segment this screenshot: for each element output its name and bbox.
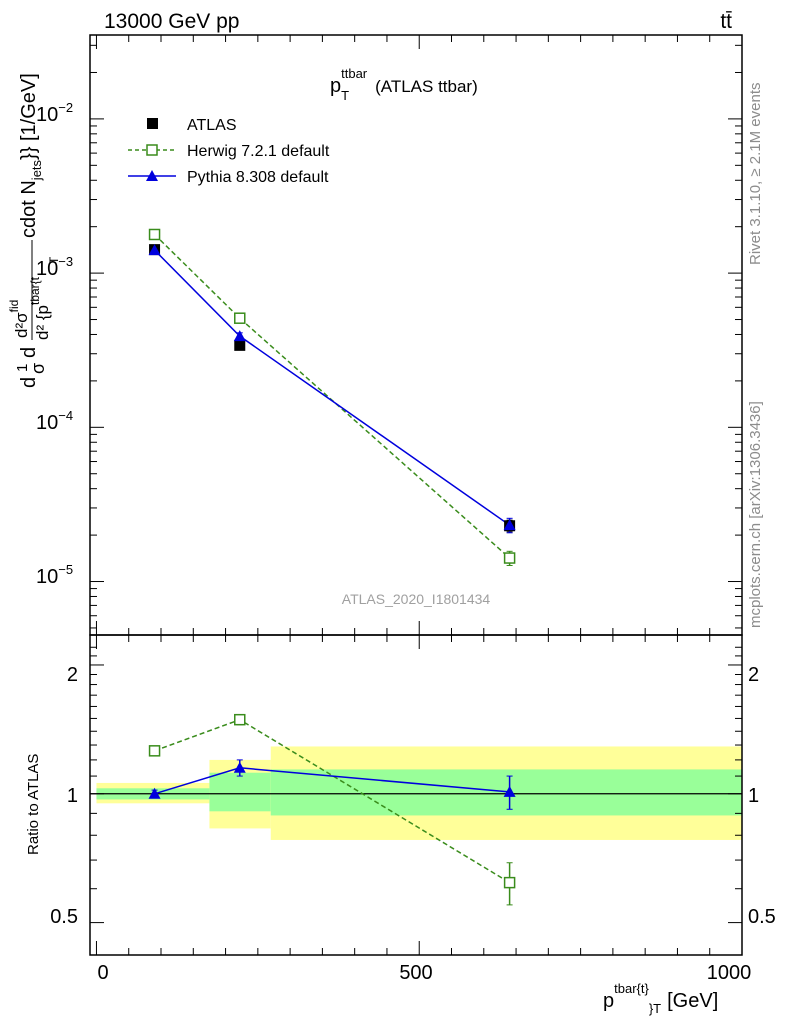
y-tick-label: 10−4 (36, 408, 73, 434)
plot-title: pttbar T (ATLAS ttbar) (330, 66, 478, 103)
ratio-ticks (90, 635, 743, 955)
main-panel: 10−5 10−4 10−3 10−2 pttbar T (ATLAS ttbar)… (7, 34, 743, 636)
legend-herwig-marker (146, 144, 158, 156)
data-point-pythia (233, 330, 246, 342)
legend: ATLAS Herwig 7.2.1 default Pythia 8.308 … (128, 117, 330, 186)
ratio-y-tick-label: 1 (748, 785, 759, 807)
x-tick-label: 0 (97, 962, 108, 984)
svg-text:cdot Njets}} [1/GeV]: cdot Njets}} [1/GeV] (18, 73, 44, 238)
data-point-atlas (234, 339, 246, 351)
x-axis-label: ptbar{t}}T [GeV] (603, 981, 718, 1016)
svg-text:T: T (47, 256, 61, 264)
legend-atlas-marker (147, 118, 158, 129)
legend-herwig-label: Herwig 7.2.1 default (187, 143, 330, 160)
ratio-band-green (209, 772, 271, 812)
ratio-y-tick-label: 2 (748, 664, 759, 686)
svg-text:σ: σ (28, 363, 48, 374)
x-tick-label: 500 (399, 962, 432, 984)
ratio-y-tick-label: 0.5 (748, 906, 776, 928)
svg-text:d: d (18, 347, 40, 358)
ratio-series-markers (148, 713, 516, 889)
ratio-y-tick-label: 2 (67, 664, 78, 686)
x-tick-label: 1000 (707, 962, 752, 984)
data-point-pythia (503, 519, 516, 531)
main-y-tick-labels: 10−5 10−4 10−3 10−2 (36, 100, 73, 588)
ratio-panel: 0.5 1 2 0.5 1 2 0 500 1000 Ratio to ATLA… (25, 634, 776, 1016)
ratio-y-tick-labels-right: 0.5 1 2 (748, 664, 776, 928)
y-tick-label: 10−2 (36, 100, 73, 126)
svg-text:d² {ptbar{t: d² {ptbar{t (28, 276, 52, 340)
rivet-version-label: Rivet 3.1.10, ≥ 2.1M events (747, 83, 764, 266)
legend-pythia-marker (146, 170, 158, 181)
data-point-pythia (233, 761, 246, 773)
series-line-herwig (154, 233, 511, 559)
data-point-herwig (148, 745, 161, 757)
ratio-y-axis-label: Ratio to ATLAS (25, 754, 42, 855)
header-process-label: tt̄ (720, 10, 732, 33)
main-ticks (90, 35, 743, 635)
data-point-herwig (234, 713, 246, 726)
main-series-lines (151, 232, 513, 567)
ratio-x-tick-labels: 0 500 1000 (97, 962, 751, 984)
data-point-pythia (148, 787, 161, 799)
ratio-frame (89, 634, 743, 956)
svg-text:d: d (18, 377, 40, 388)
header-energy-label: 13000 GeV pp (104, 10, 239, 33)
y-tick-label: 10−5 (36, 562, 73, 588)
legend-pythia-label: Pythia 8.308 default (187, 169, 329, 186)
ratio-y-tick-label: 0.5 (50, 906, 78, 928)
series-line-pythia (154, 249, 511, 526)
y-tick-label: 10−3 (36, 254, 73, 280)
data-point-pythia (503, 785, 516, 797)
analysis-watermark: ATLAS_2020_I1801434 (342, 591, 491, 607)
main-y-axis-label: 1 σ d d d²σfid d² {ptbar{t T cdot Njets}… (7, 73, 61, 388)
ratio-y-tick-labels-left: 0.5 1 2 (50, 664, 78, 928)
svg-text:1: 1 (14, 364, 31, 372)
main-series-markers (148, 228, 516, 564)
legend-atlas-label: ATLAS (187, 117, 237, 134)
svg-text:d²σfid: d²σfid (7, 300, 31, 338)
data-point-herwig (234, 312, 246, 324)
mcplots-label: mcplots.cern.ch [arXiv:1306.3436] (747, 401, 764, 628)
data-point-pythia (148, 244, 161, 256)
data-point-herwig (503, 552, 516, 564)
data-point-herwig (503, 876, 516, 889)
data-point-herwig (148, 228, 161, 241)
ratio-y-tick-label: 1 (67, 785, 78, 807)
